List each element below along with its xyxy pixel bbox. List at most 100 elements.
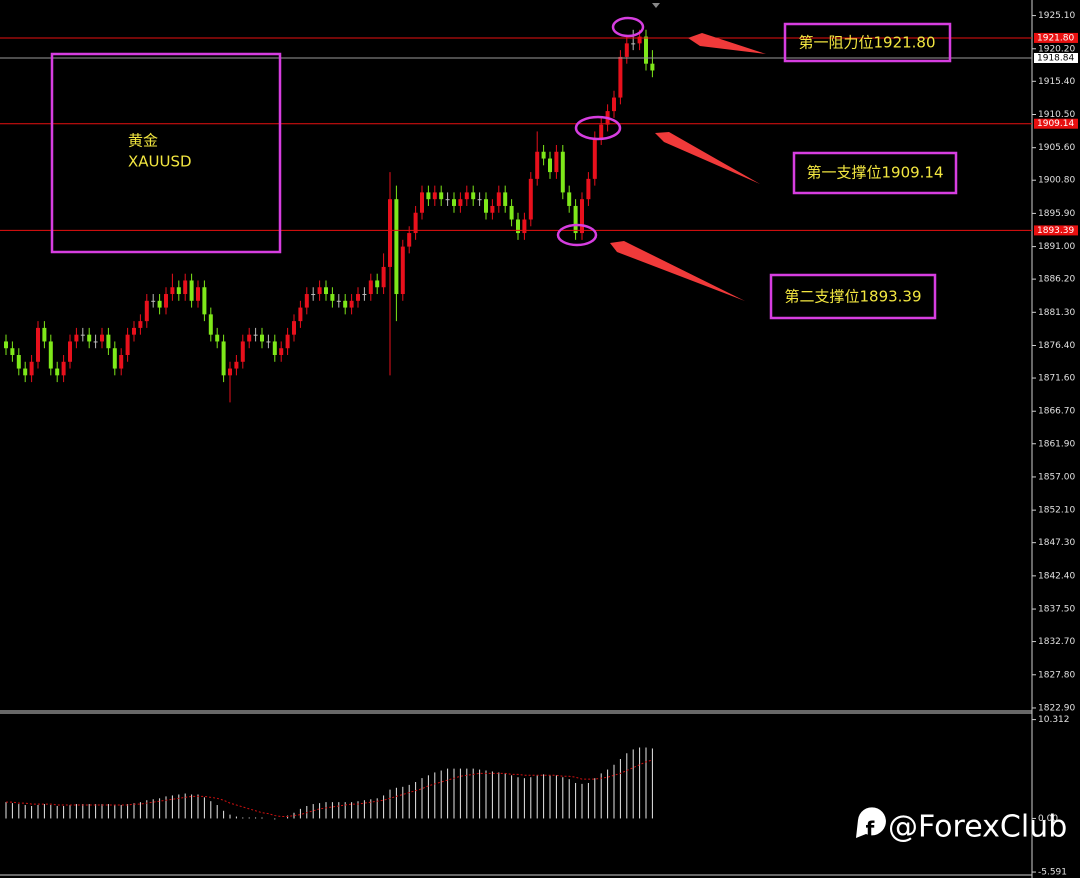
candle-body <box>394 199 399 295</box>
candle-body <box>125 334 130 355</box>
signal-line <box>6 759 653 818</box>
candle-body <box>324 287 328 295</box>
candle-body <box>420 192 424 213</box>
candle-body <box>381 266 386 288</box>
candle-body <box>362 294 367 296</box>
candle-body <box>503 192 508 206</box>
level-label: 1921.80 <box>1037 33 1074 43</box>
icon-glyph: f <box>866 817 875 841</box>
icon-bubble <box>856 807 886 838</box>
candle-body <box>580 199 584 234</box>
candle-body <box>151 300 156 302</box>
candle-body <box>189 280 194 301</box>
candle-body <box>106 334 111 349</box>
candle-body <box>413 212 418 234</box>
highlight-ellipse <box>556 223 598 247</box>
candle-body <box>68 341 72 362</box>
candle-body <box>464 192 469 200</box>
candle-body <box>221 341 226 376</box>
candle-body <box>477 199 482 201</box>
candle-body <box>144 300 149 322</box>
candle-body <box>400 246 405 295</box>
candle-body <box>375 280 380 288</box>
candle-body <box>599 124 604 139</box>
candle-body <box>535 151 540 179</box>
candle-body <box>388 199 392 267</box>
candle-body <box>432 192 437 200</box>
candle-body <box>330 294 335 301</box>
y-tick-label: 1881.30 <box>1038 308 1075 318</box>
candle-body <box>285 334 290 349</box>
candle-body <box>112 348 117 369</box>
symbol: XAUUSD <box>128 153 192 171</box>
candle-body <box>234 361 239 369</box>
candle-body <box>42 327 47 342</box>
candle-body <box>93 341 98 343</box>
y-tick-label: 1822.90 <box>1038 703 1075 713</box>
candle-body <box>311 294 316 296</box>
annotation: 第一阻力位1921.80 <box>798 34 935 52</box>
y-tick-label: 1857.00 <box>1038 472 1075 482</box>
arrow <box>688 33 766 54</box>
annotation-box <box>783 22 952 63</box>
candle-body <box>490 205 495 213</box>
candle-body <box>80 334 85 336</box>
candle-body <box>279 348 284 355</box>
candle-body <box>426 192 431 200</box>
y-tick-label: 1871.60 <box>1038 374 1075 384</box>
y-tick-label: 1900.80 <box>1038 176 1075 186</box>
watermark: @ForexClub <box>888 810 1067 845</box>
candle-body <box>554 151 559 173</box>
candle-body <box>29 361 34 376</box>
candle-body <box>61 361 66 376</box>
highlight-ellipse <box>574 115 622 141</box>
candle-body <box>119 355 124 369</box>
candle-body <box>202 287 207 315</box>
watermark-icon: f <box>856 807 886 841</box>
candle-body <box>87 334 92 342</box>
candle-body <box>343 300 348 308</box>
y-tick-label: 1891.00 <box>1038 242 1075 252</box>
candle-body <box>509 205 514 220</box>
y-tick-label: 1895.90 <box>1038 209 1075 219</box>
annotation-box <box>769 273 937 320</box>
candle-body <box>240 341 245 362</box>
level-label: 1909.14 <box>1037 119 1074 129</box>
symbol-box <box>50 52 282 254</box>
candle-body <box>612 97 616 112</box>
highlight-ellipse <box>611 16 645 38</box>
y-tick-label: 1837.50 <box>1038 605 1075 615</box>
symbol-cn: 黄金 <box>128 132 158 150</box>
scroll-marker <box>652 3 660 8</box>
y-tick-label: 1920.20 <box>1038 44 1075 54</box>
candle-body <box>356 294 360 301</box>
candle-body <box>560 151 565 193</box>
level-tag <box>1034 225 1078 236</box>
candle-body <box>298 307 303 322</box>
candle-body <box>176 287 181 295</box>
candle-body <box>644 36 648 64</box>
candle-body <box>55 368 60 376</box>
candle-body <box>336 300 341 302</box>
y-tick-label: 1925.10 <box>1038 11 1075 21</box>
y-tick-label: 1832.70 <box>1038 637 1075 647</box>
candle-body <box>458 199 463 206</box>
candle-body <box>266 341 271 343</box>
y-tick-label: 1852.10 <box>1038 506 1075 516</box>
level-tag <box>1034 118 1078 129</box>
level-label: 1918.84 <box>1037 53 1074 63</box>
candle-body <box>439 192 444 200</box>
candle-body <box>528 178 533 220</box>
candle-body <box>132 327 136 335</box>
candle-body <box>48 341 53 369</box>
candle-body <box>567 192 572 206</box>
candle-body <box>407 233 412 247</box>
candle-body <box>157 300 162 308</box>
y-tick-label: -5.591 <box>1038 868 1067 878</box>
candle-body <box>522 219 527 234</box>
candle-body <box>541 151 546 159</box>
candle-body <box>247 334 252 342</box>
candle-body <box>452 199 456 206</box>
